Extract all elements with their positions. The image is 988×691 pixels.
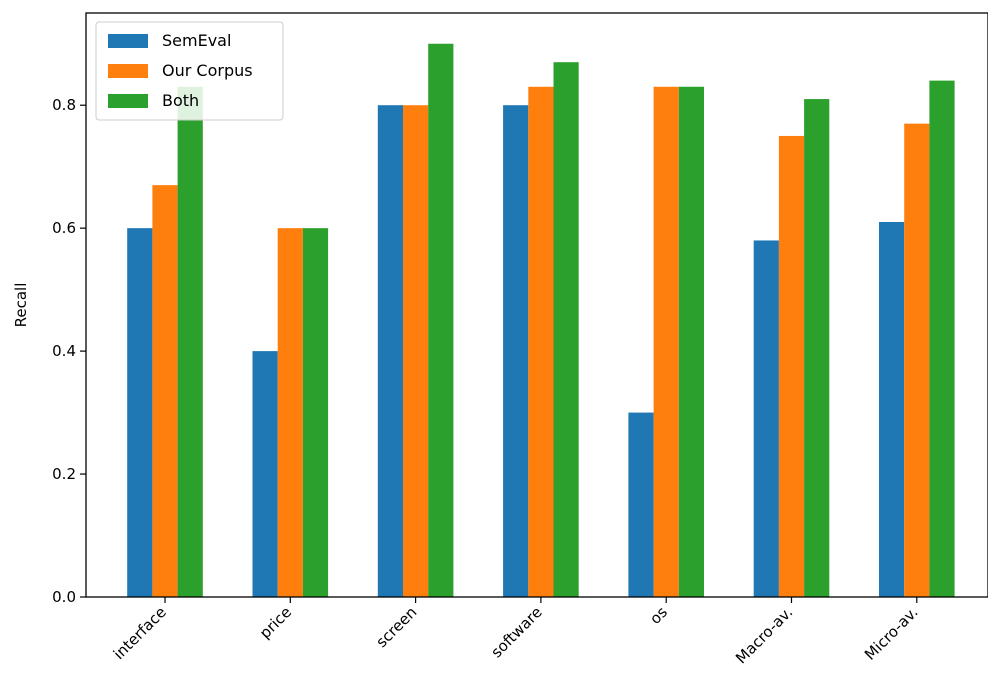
y-tick-label: 0.0 <box>52 588 76 606</box>
bar-both-price <box>302 228 329 597</box>
bar-our-corpus-os <box>653 86 679 598</box>
bar-our-corpus-software <box>528 86 554 598</box>
bar-both-interface <box>177 86 203 598</box>
y-axis: 0.0 0.2 0.4 0.6 0.8 <box>52 96 86 606</box>
bar-semeval-os <box>628 412 654 597</box>
x-tick-label: Macro-av. <box>732 603 796 667</box>
x-tick-label: os <box>646 603 671 628</box>
legend-swatch <box>108 34 148 48</box>
x-tick-label: Micro-av. <box>861 603 922 664</box>
y-tick-label: 0.6 <box>52 219 76 237</box>
y-axis-label: Recall <box>12 283 30 328</box>
x-tick-label: screen <box>372 603 420 651</box>
bar-semeval-software <box>503 105 529 598</box>
bar-semeval-macro-av <box>753 240 779 597</box>
x-tick-label: price <box>256 603 295 642</box>
bar-our-corpus-micro-av <box>904 123 930 598</box>
plot-frame <box>85 12 988 598</box>
bar-our-corpus-price <box>277 228 303 597</box>
legend-swatch <box>108 94 148 108</box>
y-tick-label: 0.2 <box>52 465 76 483</box>
bar-both-os <box>678 86 704 598</box>
y-tick-label: 0.4 <box>52 342 76 360</box>
x-tick-label: interface <box>110 603 170 663</box>
legend: SemEval Our Corpus Both <box>95 21 284 121</box>
bar-semeval-interface <box>127 228 153 597</box>
bar-our-corpus-interface <box>152 185 178 597</box>
bar-our-corpus-screen <box>403 105 429 598</box>
y-tick-label: 0.8 <box>52 96 76 114</box>
legend-label: SemEval <box>162 31 231 50</box>
bar-both-software <box>553 62 579 598</box>
bar-both-macro-av <box>804 99 830 597</box>
bar-semeval-micro-av <box>879 222 905 597</box>
legend-label: Our Corpus <box>162 61 253 80</box>
bar-semeval-price <box>252 351 278 597</box>
bars-group <box>127 43 955 598</box>
bar-our-corpus-macro-av <box>778 135 805 597</box>
bar-semeval-screen <box>377 105 403 598</box>
x-tick-label: software <box>487 603 545 661</box>
bar-both-micro-av <box>929 80 955 598</box>
x-axis: interface price screen software os Macro-av. M… <box>110 597 922 667</box>
legend-label: Both <box>162 91 199 110</box>
bar-both-screen <box>428 43 454 598</box>
legend-swatch <box>108 64 148 78</box>
